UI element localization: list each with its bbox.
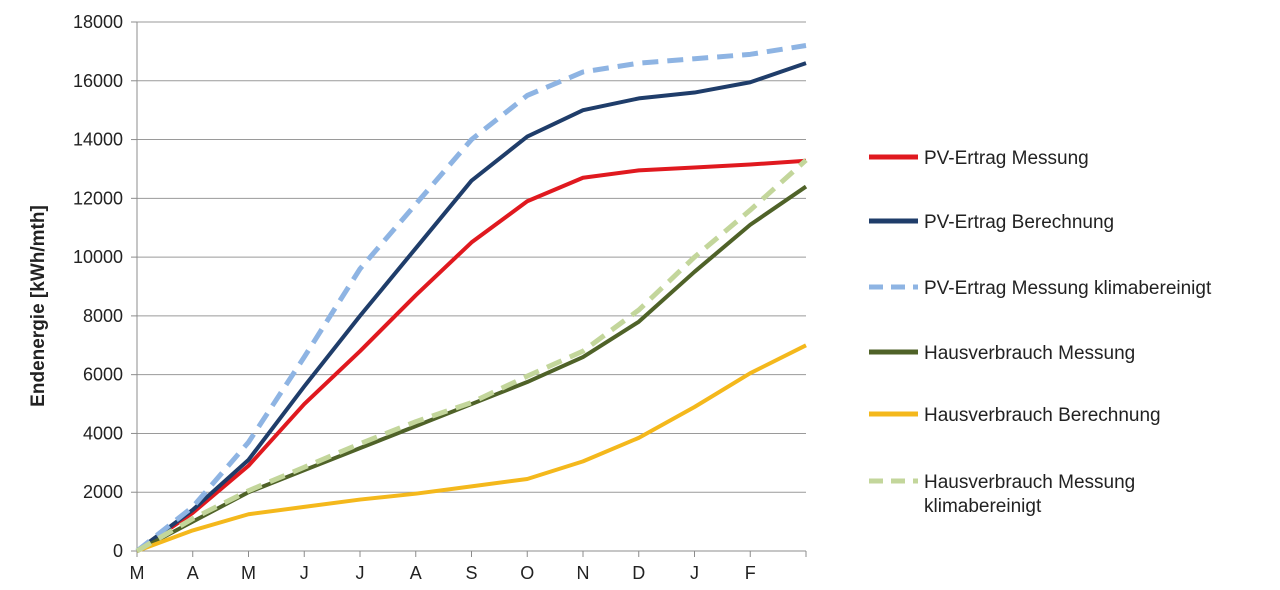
legend-label: Hausverbrauch Messung bbox=[924, 343, 1135, 364]
y-tick-label: 0 bbox=[113, 541, 123, 561]
series-line-5 bbox=[136, 343, 807, 553]
y-tick-label: 14000 bbox=[73, 130, 123, 150]
y-tick-label: 12000 bbox=[73, 188, 123, 208]
y-axis-label: Endenergie [kWh/mth] bbox=[28, 205, 49, 407]
y-tick-label: 2000 bbox=[83, 482, 123, 502]
y-tick-label: 8000 bbox=[83, 306, 123, 326]
series-line-2 bbox=[135, 61, 807, 553]
x-tick-label: J bbox=[300, 563, 309, 583]
x-tick-label: F bbox=[745, 563, 756, 583]
grid-lines bbox=[137, 21, 806, 493]
legend-label: PV-Ertrag Berechnung bbox=[924, 212, 1114, 233]
y-tick-label: 10000 bbox=[73, 247, 123, 267]
series-line-3 bbox=[135, 43, 807, 553]
x-tick-label: A bbox=[410, 563, 422, 583]
legend: PV-Ertrag Messung PV-Ertrag Berechnung PV-… bbox=[869, 148, 1212, 517]
y-tick-labels: 0 2000 4000 6000 8000 10000 12000 14000 16000 180… bbox=[73, 12, 123, 561]
legend-label: Hausverbrauch Messung klimabereinigt bbox=[924, 472, 1135, 517]
x-tick-label: M bbox=[130, 563, 145, 583]
x-tick-label: J bbox=[356, 563, 365, 583]
y-tick-label: 6000 bbox=[83, 365, 123, 385]
x-tick-label: S bbox=[465, 563, 477, 583]
series-line-6 bbox=[135, 158, 808, 554]
series-line-1 bbox=[135, 158, 807, 553]
y-tick-label: 4000 bbox=[83, 423, 123, 443]
legend-label: PV-Ertrag Messung bbox=[924, 148, 1089, 169]
axes bbox=[131, 21, 807, 557]
x-tick-label: M bbox=[241, 563, 256, 583]
series-lines bbox=[135, 43, 808, 554]
x-tick-label: J bbox=[690, 563, 699, 583]
y-tick-label: 16000 bbox=[73, 71, 123, 91]
x-tick-label: O bbox=[520, 563, 534, 583]
x-tick-label: D bbox=[632, 563, 645, 583]
y-tick-label: 18000 bbox=[73, 12, 123, 32]
x-tick-label: N bbox=[577, 563, 590, 583]
legend-label: Hausverbrauch Berechnung bbox=[924, 405, 1161, 426]
legend-label: PV-Ertrag Messung klimabereinigt bbox=[924, 278, 1212, 299]
x-tick-label: A bbox=[187, 563, 199, 583]
